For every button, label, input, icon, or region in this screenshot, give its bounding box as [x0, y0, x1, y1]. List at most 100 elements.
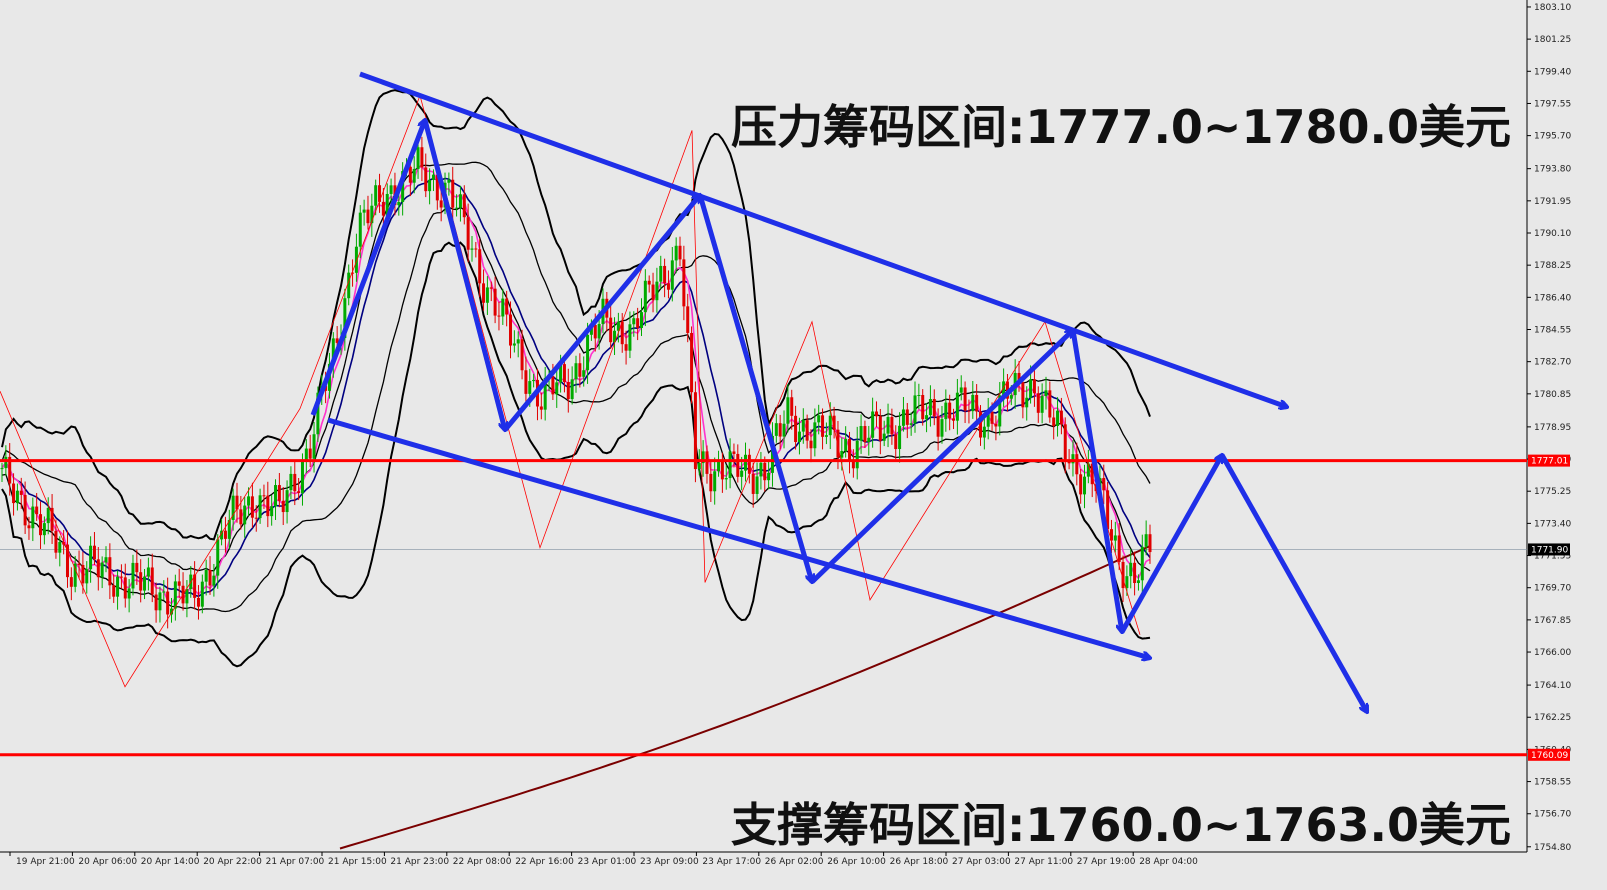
candle-body — [235, 495, 239, 510]
candle — [705, 445, 709, 484]
candle-body — [763, 462, 767, 481]
candle — [366, 195, 370, 230]
candle-body — [77, 563, 81, 566]
candle-body — [636, 318, 640, 328]
candle-body — [998, 395, 1002, 427]
candle-body — [959, 387, 963, 393]
candle-body — [351, 272, 355, 274]
candle-body — [231, 495, 235, 521]
candle — [8, 443, 12, 496]
candle-body — [778, 423, 782, 437]
candle — [227, 509, 231, 549]
candle-body — [790, 397, 794, 416]
level-price-box — [1528, 454, 1570, 467]
candle-body — [840, 450, 844, 458]
candle — [100, 556, 104, 589]
candle — [31, 497, 35, 542]
candle-body — [955, 392, 959, 421]
candle-body — [58, 542, 62, 553]
candle — [42, 516, 46, 545]
x-tick-label: 27 Apr 19:00 — [1077, 857, 1136, 867]
candle-body — [520, 339, 524, 371]
candle-body — [123, 577, 127, 599]
candle-body — [420, 147, 424, 168]
candle — [1032, 368, 1036, 407]
candle — [343, 288, 347, 351]
y-tick-label: 1778.95 — [1534, 423, 1571, 433]
candle-body — [651, 284, 655, 301]
candle-body — [797, 431, 801, 443]
candle — [297, 477, 301, 501]
candle-body — [177, 581, 181, 586]
candle — [247, 487, 251, 517]
candle-body — [143, 576, 147, 591]
x-tick-label: 20 Apr 06:00 — [78, 857, 137, 867]
candle-body — [532, 379, 536, 382]
candle — [963, 381, 967, 423]
candle-body — [274, 485, 278, 507]
candle — [104, 546, 108, 573]
candle — [975, 384, 979, 426]
trend-arrow — [310, 120, 425, 416]
candle-body — [42, 523, 46, 536]
candle — [790, 389, 794, 430]
candle-body — [1002, 381, 1006, 396]
candle-body — [119, 576, 123, 578]
candle — [65, 530, 69, 588]
candle-body — [747, 454, 751, 474]
candle — [447, 172, 451, 196]
candle — [666, 270, 670, 299]
trend-arrow — [810, 330, 1073, 584]
candle — [1133, 551, 1137, 596]
candle — [921, 389, 925, 426]
candle-body — [744, 454, 748, 471]
candle — [1048, 381, 1052, 423]
candle — [92, 532, 96, 565]
candle-body — [208, 569, 212, 586]
candle — [420, 136, 424, 182]
candle-body — [728, 451, 732, 479]
y-tick-label: 1790.10 — [1534, 229, 1571, 239]
candle-body — [428, 179, 432, 192]
candle-body — [1032, 379, 1036, 394]
candle-body — [994, 423, 998, 427]
candle-body — [158, 592, 162, 611]
candle — [416, 140, 420, 179]
candle-body — [89, 545, 93, 570]
candle-body — [855, 440, 859, 469]
candle — [46, 497, 50, 535]
candle-body — [139, 572, 143, 591]
candle — [243, 497, 247, 538]
candle-body — [162, 591, 166, 593]
candle-body — [659, 265, 663, 282]
candle-body — [701, 451, 705, 464]
candle-body — [1029, 379, 1033, 398]
y-tick-label: 1801.25 — [1534, 35, 1571, 45]
candle-body — [801, 420, 805, 432]
candle — [998, 382, 1002, 436]
candle — [258, 488, 262, 524]
x-tick-label: 26 Apr 18:00 — [890, 857, 949, 867]
candle-body — [239, 509, 243, 525]
candle-body — [909, 423, 913, 425]
candle — [1021, 376, 1025, 419]
candle — [274, 479, 278, 520]
candle-body — [223, 530, 227, 539]
candle-body — [358, 212, 362, 247]
candle-body — [1009, 395, 1013, 399]
candle — [928, 385, 932, 427]
candle — [451, 166, 455, 220]
x-tick-label: 27 Apr 11:00 — [1014, 857, 1073, 867]
candle — [312, 421, 316, 473]
y-tick-label: 1773.40 — [1534, 519, 1571, 529]
candle-body — [555, 382, 559, 395]
candle-body — [258, 495, 262, 519]
candle — [717, 450, 721, 477]
candle — [982, 414, 986, 450]
candle — [882, 420, 886, 447]
candle-body — [297, 491, 301, 493]
candle-body — [674, 245, 678, 261]
candle-body — [817, 415, 821, 423]
candle-body — [697, 463, 701, 470]
candle-body — [1133, 562, 1137, 584]
